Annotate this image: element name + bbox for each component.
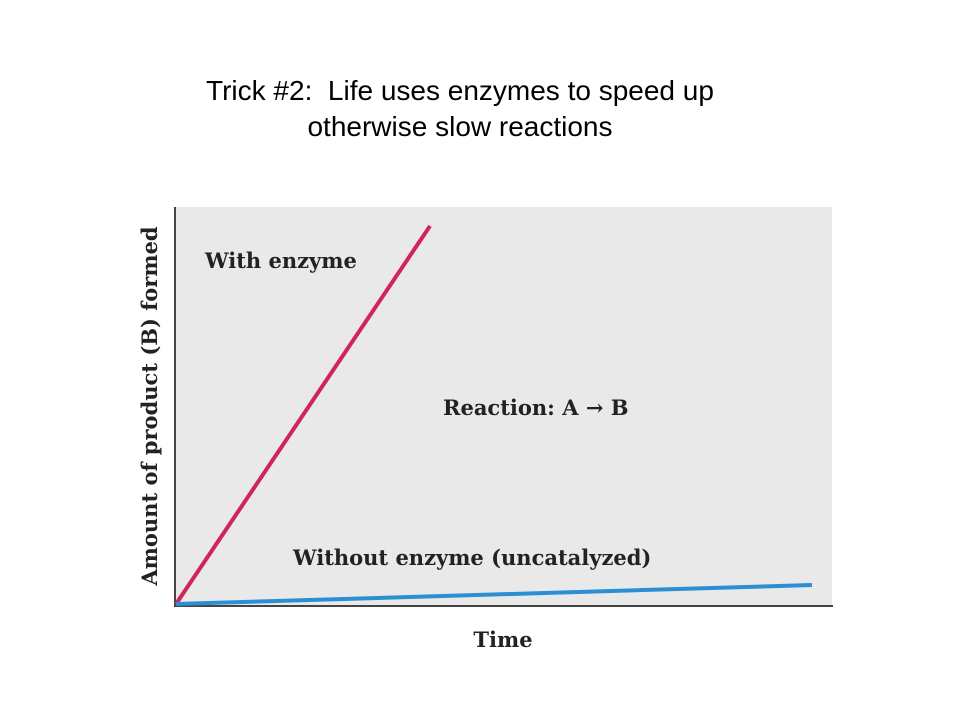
annotation: Reaction: A → B [443,395,628,420]
slide-title: Trick #2: Life uses enzymes to speed up [206,75,714,106]
slide-title: otherwise slow reactions [307,111,612,142]
curve-label: Without enzyme (uncatalyzed) [292,545,651,570]
enzyme-curve [174,224,432,606]
uncatalyzed-curve [175,583,813,606]
x-axis-label: Time [473,627,532,652]
curve-label: With enzyme [204,248,357,273]
y-axis-label: Amount of product (B) formed [137,226,162,587]
plot-area [176,207,832,606]
